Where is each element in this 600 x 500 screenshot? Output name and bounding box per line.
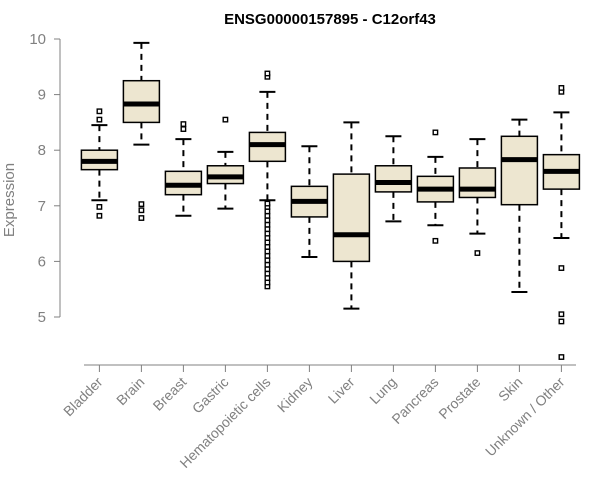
outlier-point — [264, 200, 271, 207]
outlier-point — [264, 239, 271, 246]
outlier-point — [264, 230, 271, 237]
outlier-point — [264, 70, 271, 77]
outlier-point — [180, 121, 187, 127]
outlier-point — [264, 275, 271, 281]
outlier-point — [96, 212, 103, 219]
box-breast — [164, 121, 203, 217]
outlier-point — [264, 208, 271, 215]
y-tick-label-9: 9 — [38, 87, 46, 104]
outlier-point — [264, 257, 271, 264]
box-gastric — [206, 116, 245, 210]
box-body — [122, 79, 161, 124]
box-lung — [374, 135, 413, 223]
outlier-point — [264, 266, 271, 273]
chart-title: ENSG00000157895 - C12orf43 — [224, 11, 436, 28]
outlier-point — [264, 235, 271, 241]
x-tick-label-breast: Breast — [150, 374, 190, 414]
outlier-point — [264, 270, 271, 277]
box-pancreas — [416, 129, 455, 244]
x-tick-label-brain: Brain — [113, 374, 147, 408]
outlier-point — [264, 221, 271, 228]
box-hematopoietic-cells — [248, 70, 287, 290]
box-unknown-other — [542, 85, 581, 360]
outlier-point — [264, 248, 271, 255]
outlier-point — [558, 354, 565, 360]
outlier-point — [558, 85, 565, 91]
outlier-point — [180, 126, 187, 132]
outlier-point — [264, 226, 271, 233]
x-tick-label-pancreas: Pancreas — [388, 374, 441, 427]
box-brain — [122, 41, 161, 221]
x-tick-label-liver: Liver — [325, 374, 358, 407]
outlier-point — [138, 215, 145, 221]
outlier-point — [264, 217, 271, 224]
outlier-point — [96, 204, 103, 210]
box-body — [374, 165, 413, 193]
outlier-point — [432, 129, 439, 136]
x-tick-label-lung: Lung — [366, 374, 399, 407]
outlier-point — [96, 108, 103, 115]
box-prostate — [458, 138, 497, 256]
y-tick-label-10: 10 — [29, 31, 46, 48]
box-body — [458, 167, 497, 199]
outlier-point — [264, 212, 271, 219]
x-tick-label-bladder: Bladder — [60, 374, 106, 420]
x-tick-label-prostate: Prostate — [435, 374, 483, 422]
outlier-point — [432, 237, 439, 244]
x-tick-label-skin: Skin — [495, 374, 526, 405]
outlier-point — [138, 201, 145, 208]
box-body — [332, 173, 371, 263]
y-tick-label-5: 5 — [38, 309, 46, 326]
y-tick-label-8: 8 — [38, 142, 46, 159]
outlier-point — [138, 207, 145, 214]
y-tick-label-7: 7 — [38, 198, 46, 215]
x-tick-label-unknown-other: Unknown / Other — [482, 374, 568, 460]
y-tick-label-6: 6 — [38, 253, 46, 270]
box-liver — [332, 121, 371, 310]
boxes — [80, 41, 581, 360]
box-bladder — [80, 108, 119, 219]
box-skin — [500, 118, 539, 293]
outlier-point — [222, 116, 229, 123]
x-tick-label-kidney: Kidney — [274, 374, 316, 416]
y-ticks: 5 6 7 8 9 10 — [29, 31, 60, 326]
outlier-point — [96, 116, 103, 123]
outlier-point — [264, 252, 271, 259]
outlier-point — [264, 244, 271, 250]
outlier-point — [474, 250, 481, 256]
outlier-point — [558, 311, 565, 318]
outlier-point — [264, 279, 271, 286]
outlier-point — [558, 318, 565, 325]
box-kidney — [290, 145, 329, 258]
outlier-point — [264, 261, 271, 268]
y-axis-label: Expression — [1, 163, 18, 237]
outlier-point — [558, 265, 565, 271]
box-body — [500, 135, 539, 206]
